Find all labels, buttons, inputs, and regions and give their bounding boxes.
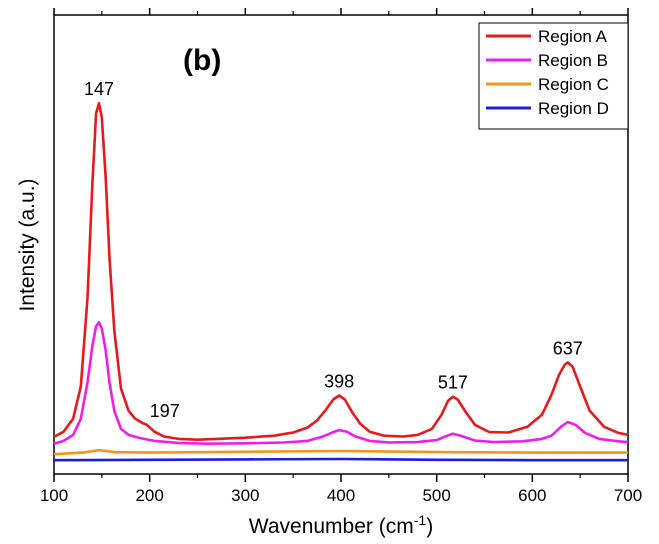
x-axis-title: Wavenumber (cm-1) [249, 512, 433, 538]
x-tick-label: 400 [327, 486, 355, 505]
peak-label: 637 [553, 339, 583, 359]
peak-label: 147 [84, 79, 114, 99]
legend-entry-label: Region B [538, 51, 608, 70]
legend-entry-label: Region A [538, 27, 608, 46]
series-line-region-b [53, 321, 629, 445]
legend: Region A Region B Region C Region D [478, 22, 629, 130]
x-axis-title-superscript: -1 [414, 512, 427, 528]
peak-label: 197 [150, 401, 180, 421]
series-line-region-d [53, 457, 628, 462]
x-tick-label: 200 [135, 486, 163, 505]
legend-entry-label: Region D [538, 99, 609, 118]
x-tick-label: 700 [614, 486, 642, 505]
x-tick-label: 500 [422, 486, 450, 505]
panel-label: (b) [183, 44, 221, 77]
x-tick-label: 100 [40, 486, 68, 505]
x-axis-title-tail: ) [426, 515, 433, 538]
x-axis-ticks: 100 200 300 400 500 600 700 [40, 8, 642, 505]
series-line-region-a [53, 101, 629, 441]
series-line-region-c [53, 448, 628, 456]
x-tick-label: 600 [518, 486, 546, 505]
y-axis-title: Intensity (a.u.) [16, 178, 39, 311]
legend-entry-label: Region C [538, 75, 609, 94]
x-tick-label: 300 [231, 486, 259, 505]
x-axis-title-main: Wavenumber (cm [249, 515, 414, 538]
peak-label: 398 [324, 371, 354, 391]
legend-box [478, 22, 629, 130]
series-group [53, 101, 629, 462]
peak-label: 517 [438, 373, 468, 393]
peak-annotations: 147 197 398 517 637 [84, 79, 583, 421]
